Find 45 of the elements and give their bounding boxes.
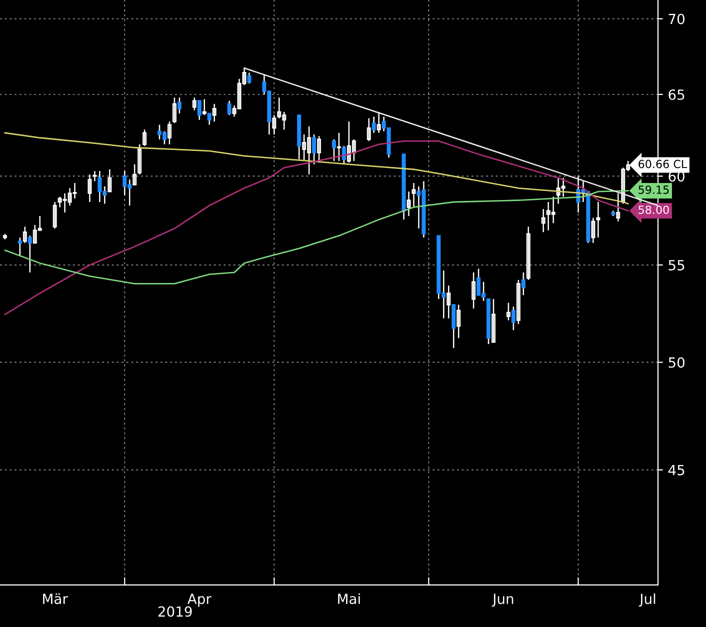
candlestick (88, 174, 92, 203)
x-tick-label: Mär (43, 593, 68, 604)
candlestick (541, 208, 546, 233)
candlestick (412, 182, 416, 208)
candlestick (192, 96, 196, 111)
annotation: 60.66 CL (638, 160, 688, 168)
candlestick (92, 170, 97, 182)
candlestick (472, 272, 476, 310)
candlestick (336, 132, 341, 162)
candlestick (616, 192, 620, 222)
x-tick-label: Jun (492, 594, 514, 607)
x-tick-label: Apr (187, 594, 212, 607)
candlestick (142, 128, 147, 147)
candlestick (272, 114, 276, 136)
candlestick (366, 118, 371, 142)
y-tick-label: 45 (668, 464, 684, 476)
y-tick-label: 50 (668, 357, 684, 368)
candlestick (52, 201, 57, 230)
candlestick (596, 201, 600, 238)
candlestick (132, 164, 137, 186)
x-tick-label: Jul (638, 593, 656, 607)
candlestick (456, 304, 461, 339)
candlestick (406, 190, 411, 217)
candlestick (212, 103, 216, 122)
candlestick (492, 298, 496, 343)
text: 2019 (158, 606, 192, 617)
y-tick-label: 55 (668, 260, 684, 270)
candlestick (138, 144, 142, 176)
candlestick (516, 279, 520, 325)
candlestick (591, 217, 596, 244)
candlestick (108, 168, 112, 192)
candlestick (172, 96, 176, 124)
line-series (4, 132, 629, 204)
x-tick-label: Mai (338, 593, 360, 604)
y-tick-label: 65 (668, 89, 684, 100)
candlestick (446, 284, 451, 319)
candlestick (506, 302, 510, 321)
candlestick (167, 120, 172, 145)
candlestick (202, 98, 206, 116)
data-label: 59.15 (638, 186, 669, 194)
candlestick (376, 111, 381, 134)
y-tick-label: 70 (668, 14, 684, 24)
candlestick (22, 226, 27, 244)
candlestick (526, 226, 530, 281)
data-label: 58.00 (638, 206, 669, 214)
